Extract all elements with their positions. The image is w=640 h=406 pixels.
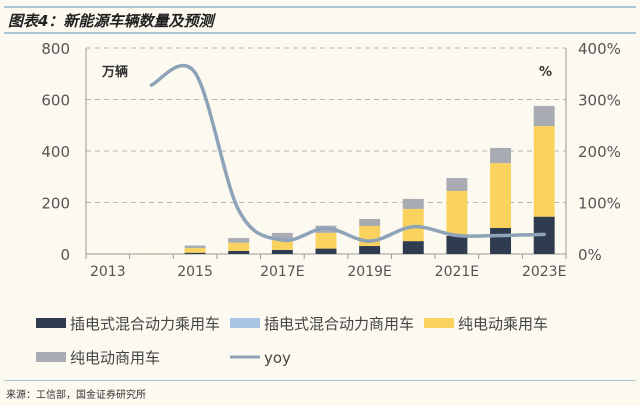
- bar-segment: [228, 242, 250, 251]
- legend-label: yoy: [264, 349, 291, 367]
- y-axis-unit: 万辆: [101, 64, 128, 80]
- legend-label: 插电式混合动力商用车: [264, 315, 414, 333]
- bar-segment: [315, 248, 337, 254]
- legend-label: 纯电动乘用车: [458, 315, 548, 333]
- bar-segment: [359, 218, 381, 226]
- bar-segment: [359, 246, 381, 254]
- legend-swatch: [36, 318, 66, 328]
- bar-segment: [359, 225, 381, 247]
- yoy-line: [149, 63, 546, 243]
- bar-segment: [315, 232, 337, 249]
- y-tick-label: 200: [41, 195, 70, 213]
- x-tick-label: 2023E: [522, 264, 566, 280]
- y-right-axis-unit: %: [539, 65, 552, 80]
- y-right-tick-label: 300%: [578, 92, 621, 110]
- legend-swatch: [36, 352, 66, 362]
- y-right-tick-label: 400%: [578, 40, 621, 58]
- y-tick-label: 400: [41, 143, 70, 161]
- y-tick-label: 0: [60, 246, 70, 264]
- bar-segment: [446, 235, 468, 254]
- bar-segment: [446, 178, 468, 191]
- bar-segment: [271, 232, 293, 241]
- x-tick-label: 2015: [177, 264, 213, 280]
- x-tick-label: 2013: [90, 264, 126, 280]
- bar-segment: [271, 249, 293, 254]
- legend-label: 插电式混合动力乘用车: [70, 315, 220, 333]
- bar-segment: [184, 248, 206, 253]
- bar-segment: [490, 163, 512, 228]
- y-right-tick-label: 100%: [578, 195, 621, 213]
- legend-swatch: [424, 318, 454, 328]
- source-note: 来源：工信部，国金证券研究所: [6, 390, 146, 401]
- y-tick-label: 600: [41, 92, 70, 110]
- x-tick-label: 2017E: [260, 264, 304, 280]
- x-tick-label: 2021E: [435, 264, 479, 280]
- chart: 0 200 400 600 800 0% 100% 200% 300% 400% 万辆 % 2013 20…: [36, 40, 621, 367]
- bar-segment: [402, 241, 424, 254]
- y-right-tick-label: 0%: [578, 246, 602, 264]
- bar-segment: [490, 227, 512, 254]
- bar-segment: [402, 198, 424, 209]
- legend-swatch: [230, 318, 260, 328]
- y-tick-label: 800: [41, 40, 70, 58]
- legend-label: 纯电动商用车: [70, 349, 160, 367]
- bar-segment: [184, 252, 206, 254]
- bar-segment: [533, 105, 555, 127]
- x-tick-label: 2019E: [347, 264, 391, 280]
- bar-segment: [228, 250, 250, 254]
- chart-title: 图表4：新能源车辆数量及预测: [8, 12, 214, 30]
- bar-segment: [446, 190, 468, 236]
- top-rule: [4, 6, 636, 8]
- bar-segment: [228, 238, 250, 243]
- title-rule: [4, 32, 636, 34]
- y-right-tick-label: 200%: [578, 143, 621, 161]
- bar-segment: [490, 147, 512, 164]
- bar-segment: [533, 126, 555, 217]
- bar-segment: [271, 240, 293, 250]
- source-rule: [4, 380, 636, 381]
- bar-segment: [184, 245, 206, 249]
